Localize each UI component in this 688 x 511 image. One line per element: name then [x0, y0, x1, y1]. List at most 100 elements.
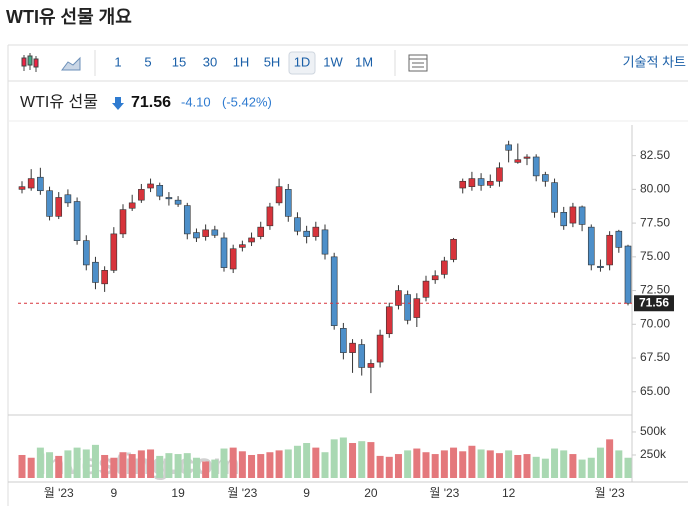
volume-bar — [202, 461, 210, 478]
candle-body — [532, 156, 540, 177]
volume-bar — [238, 451, 246, 478]
candle-body — [18, 186, 26, 190]
volume-bar — [303, 443, 311, 478]
candle-body — [523, 156, 531, 159]
candle-body — [294, 217, 301, 232]
volume-bar — [312, 447, 320, 478]
volume-bar — [46, 452, 54, 478]
x-tick-label: 20 — [364, 486, 378, 500]
volume-bar — [624, 457, 632, 478]
volume-bar — [165, 453, 173, 478]
volume-bar — [183, 453, 191, 478]
volume-bar — [110, 457, 118, 478]
candle-body — [505, 144, 512, 151]
candle-body — [542, 174, 549, 182]
candle-body — [248, 237, 255, 243]
table-icon[interactable] — [408, 54, 428, 72]
candle-body — [202, 229, 209, 237]
candle-body — [578, 206, 586, 225]
technical-chart-link[interactable]: 기술적 차트 — [623, 54, 686, 69]
x-tick-label: 월 '23 — [429, 486, 459, 500]
candle-body — [312, 226, 320, 237]
volume-bar — [440, 450, 448, 478]
x-tick-label: 19 — [171, 486, 185, 500]
candle-body — [220, 237, 228, 268]
interval-button[interactable]: 1 — [114, 54, 121, 69]
volume-bar — [229, 447, 237, 478]
volume-bar — [523, 454, 531, 478]
candle-body — [64, 194, 72, 204]
volume-bar — [248, 454, 256, 478]
candle-body — [404, 294, 411, 321]
interval-button[interactable]: 1W — [323, 54, 343, 69]
candle-body — [138, 189, 145, 201]
candle-body — [266, 206, 274, 227]
candle-body — [147, 183, 154, 189]
volume-bar — [36, 447, 44, 478]
volume-bar — [422, 452, 430, 478]
volume-bar — [266, 452, 274, 478]
candle-body — [624, 245, 632, 304]
candle-body — [395, 290, 402, 306]
volume-bar — [394, 454, 402, 478]
volume-bar — [532, 456, 540, 478]
candle-body — [321, 229, 329, 255]
quote-price: 71.56 — [131, 94, 171, 111]
volume-bar — [560, 450, 568, 478]
volume-bar — [293, 445, 301, 478]
interval-button[interactable]: 15 — [172, 54, 186, 69]
volume-bar — [514, 454, 522, 478]
volume-bar — [82, 449, 90, 478]
volume-bar — [358, 441, 366, 478]
interval-button[interactable]: 1H — [233, 54, 250, 69]
candle-body — [82, 240, 90, 266]
candle-body — [229, 248, 237, 270]
quote-change-pct: (-5.42%) — [222, 94, 272, 109]
volume-bar — [486, 450, 494, 478]
quote-name: WTI유 선물 — [20, 93, 98, 111]
candle-body — [92, 261, 99, 283]
candle-body — [165, 197, 173, 200]
candle-body — [239, 244, 246, 248]
y-tick-label: 70.00 — [640, 316, 670, 330]
candle-body — [560, 212, 568, 227]
candle-body — [441, 260, 448, 275]
candle-body — [193, 232, 200, 239]
y-tick-label: 72.50 — [640, 283, 670, 297]
volume-bar — [27, 457, 35, 478]
volume-bar — [55, 455, 63, 478]
interval-button[interactable]: 30 — [203, 54, 217, 69]
area-icon[interactable] — [61, 56, 81, 71]
candle-body — [110, 233, 118, 271]
volume-bar — [606, 439, 614, 478]
x-tick-label: 월 '23 — [227, 486, 257, 500]
candle-body — [422, 280, 430, 298]
volume-bar — [137, 450, 145, 478]
candle-body — [468, 178, 476, 187]
y-tick-label: 80.00 — [640, 182, 670, 196]
volume-bar — [413, 448, 421, 478]
interval-button[interactable]: 5H — [264, 54, 281, 69]
volume-bar — [284, 449, 292, 478]
interval-button[interactable]: 1D — [294, 54, 311, 69]
volume-bar — [147, 449, 155, 478]
interval-button[interactable]: 5 — [144, 54, 151, 69]
candle-body — [413, 298, 421, 318]
volume-bar — [477, 449, 485, 478]
x-tick-label: 9 — [303, 486, 310, 500]
candle-icon[interactable] — [21, 53, 39, 72]
candle-body — [275, 186, 283, 204]
candle-body — [211, 229, 219, 236]
candle-body — [340, 328, 347, 353]
candle-body — [587, 226, 595, 266]
volume-bar — [257, 454, 265, 478]
candle-body — [569, 206, 577, 224]
volume-bar — [275, 450, 283, 478]
volume-bar — [349, 443, 357, 478]
candle-body — [615, 230, 623, 248]
candle-body — [101, 270, 108, 285]
candle-body — [431, 275, 439, 281]
candle-body — [477, 178, 485, 186]
interval-button[interactable]: 1M — [355, 54, 373, 69]
